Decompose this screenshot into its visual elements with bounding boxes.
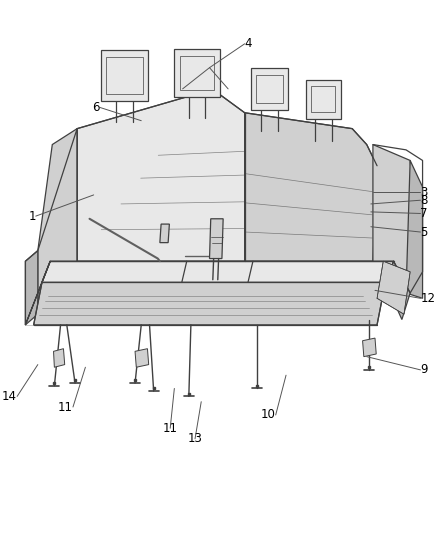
Text: 14: 14 [2,390,17,403]
Polygon shape [406,160,423,298]
Polygon shape [385,261,410,319]
Polygon shape [256,75,283,103]
Polygon shape [77,92,245,261]
Text: 5: 5 [420,225,428,239]
Polygon shape [101,51,148,101]
Text: 9: 9 [420,364,428,376]
Polygon shape [135,349,148,367]
Polygon shape [106,58,143,94]
Polygon shape [180,56,215,90]
Polygon shape [42,261,394,282]
Text: 1: 1 [28,209,36,223]
Text: 11: 11 [162,422,178,435]
Polygon shape [377,261,410,314]
Text: 6: 6 [92,101,100,114]
Polygon shape [306,79,341,119]
Text: 12: 12 [420,292,435,305]
Text: 3: 3 [420,186,428,199]
Text: 10: 10 [261,408,276,422]
Polygon shape [311,86,336,112]
Polygon shape [251,68,288,110]
Text: 13: 13 [187,432,202,446]
Polygon shape [38,128,77,314]
Polygon shape [53,349,65,367]
Polygon shape [363,338,376,357]
Polygon shape [34,282,385,325]
Polygon shape [25,261,50,325]
Polygon shape [373,144,418,293]
Polygon shape [160,224,170,243]
Text: 7: 7 [420,207,428,220]
Polygon shape [209,219,223,259]
Text: 11: 11 [58,400,73,414]
Text: 8: 8 [420,193,428,207]
Text: 4: 4 [245,37,252,50]
Polygon shape [174,49,220,97]
Polygon shape [245,113,377,261]
Polygon shape [25,251,38,325]
